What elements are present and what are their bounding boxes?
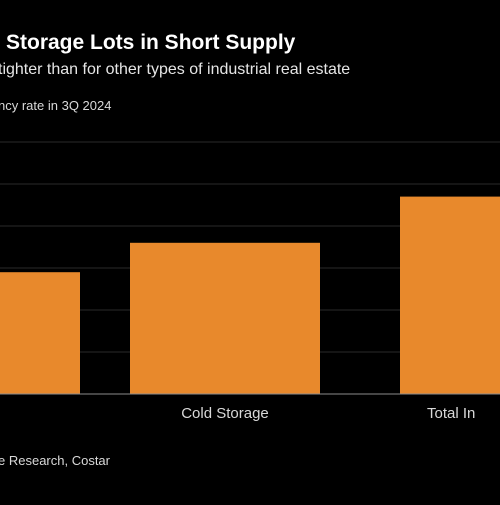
bar bbox=[400, 196, 500, 394]
bars bbox=[0, 196, 500, 394]
bar bbox=[0, 272, 80, 394]
bar bbox=[130, 242, 320, 394]
x-tick-label: Cold Storage bbox=[181, 405, 269, 422]
chart-subtitle: tighter than for other types of industri… bbox=[0, 61, 350, 78]
chart-title: r Storage Lots in Short Supply bbox=[0, 31, 296, 54]
source-note: e Research, Costar bbox=[0, 453, 111, 468]
x-tick-label: Total In bbox=[427, 405, 475, 422]
y-axis-label: ncy rate in 3Q 2024 bbox=[0, 98, 111, 113]
